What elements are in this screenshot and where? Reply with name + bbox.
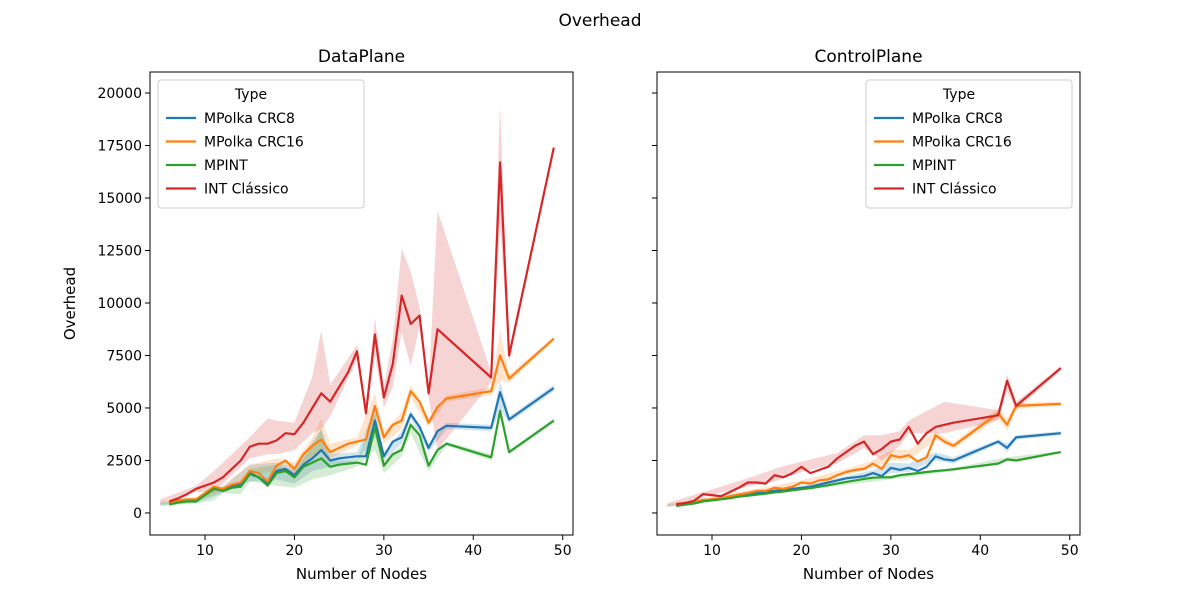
x-axis-label: Number of Nodes — [296, 565, 427, 583]
y-tick-label: 2500 — [106, 453, 142, 469]
chart-title: DataPlane — [318, 47, 405, 67]
x-tick-label: 10 — [703, 543, 721, 559]
legend-title: Type — [942, 87, 975, 103]
legend-entry-label: MPolka CRC16 — [204, 135, 304, 151]
series-line-mpint — [676, 451, 1062, 508]
series-line-mpolka-crc16 — [168, 337, 555, 504]
x-tick-label: 30 — [375, 543, 393, 559]
x-tick-label: 20 — [286, 543, 304, 559]
figure-title: Overhead — [558, 11, 641, 31]
confidence-band-int-cl-ssico — [160, 103, 554, 503]
y-tick-label: 12500 — [97, 243, 142, 259]
legend: Type MPolka CRC8 MPolka CRC16 MPINT INT Clás… — [157, 79, 365, 209]
legend-box — [157, 79, 365, 209]
x-tick-label: 50 — [1061, 543, 1079, 559]
series-line-mpint — [168, 410, 555, 506]
y-tick-label: 7500 — [106, 348, 142, 364]
legend-title: Type — [234, 87, 267, 103]
legend-entry-label: MPINT — [912, 158, 956, 174]
y-tick-label: 17500 — [97, 138, 142, 154]
legend-entry-label: INT Clássico — [204, 182, 289, 198]
y-tick-label: 15000 — [97, 191, 142, 207]
series-line-int-cl-ssico — [168, 147, 555, 503]
legend-entry-label: INT Clássico — [912, 182, 997, 198]
chart-title: ControlPlane — [814, 47, 922, 67]
chart-panel-1: 10 20 30 40 50 0 2500 5000 7500 10000 12500 15000 17… — [61, 47, 574, 583]
confidence-band-mpint — [160, 405, 554, 506]
x-tick-label: 20 — [793, 543, 811, 559]
x-tick-label: 30 — [882, 543, 900, 559]
x-tick-label: 40 — [971, 543, 989, 559]
chart-panel-2: 10 20 30 40 50 ControlPlane Number of Nodes Typ… — [652, 47, 1081, 583]
legend-entry-label: MPINT — [204, 158, 248, 174]
x-tick-label: 40 — [464, 543, 482, 559]
series-line-int-cl-ssico — [676, 367, 1062, 506]
series-line-mpolka-crc16 — [675, 402, 1061, 507]
legend-box — [865, 79, 1073, 209]
legend-entry-label: MPolka CRC8 — [204, 111, 295, 127]
x-axis-label: Number of Nodes — [803, 565, 934, 583]
plot-area — [667, 366, 1062, 508]
confidence-band-int-cl-ssico — [667, 366, 1061, 505]
axes-frame — [149, 71, 574, 536]
legend: Type MPolka CRC8 MPolka CRC16 MPINT INT Clás… — [865, 79, 1073, 209]
legend-entry-label: MPolka CRC8 — [912, 111, 1003, 127]
y-tick-label: 10000 — [97, 296, 142, 312]
y-tick-label: 5000 — [106, 401, 142, 417]
y-axis-label: Overhead — [61, 267, 79, 340]
plot-area — [160, 103, 555, 506]
axes-frame — [656, 71, 1081, 536]
legend-entry-label: MPolka CRC16 — [912, 135, 1012, 151]
x-tick-label: 10 — [196, 543, 214, 559]
y-tick-label: 0 — [133, 506, 142, 522]
y-tick-label: 20000 — [97, 86, 142, 102]
x-tick-label: 50 — [554, 543, 572, 559]
